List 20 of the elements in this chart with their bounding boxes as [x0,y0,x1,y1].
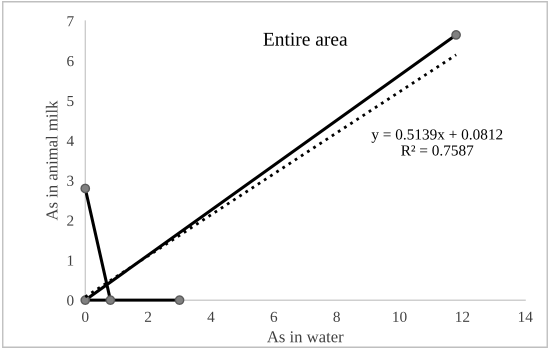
x-tick-label: 8 [333,312,340,322]
x-tick-label: 2 [144,312,152,322]
annotation: y = 0.5139x + 0.0812 R² = 0.7587 [372,129,502,156]
x-tick-label: 0 [82,312,88,322]
y-tick-label: 3 [67,176,74,186]
x-tick-label: 12 [456,312,470,322]
y-tick-label: 2 [67,216,74,226]
y-tick-label: 5 [67,96,74,106]
x-tick-label: 6 [270,312,278,322]
y-tick-label: 6 [67,56,74,66]
x-tick-label: 4 [207,312,215,322]
y-tick-label: 0 [67,295,74,306]
y-tick-label: 7 [68,16,74,26]
y-axis-title: As in animal milk [46,100,58,220]
y-tick-label: 4 [66,136,74,146]
x-axis-title: As in water [266,331,344,342]
y-tick-label: 1 [68,255,74,266]
x-tick-label: 10 [393,312,407,322]
chart-title: Entire area [263,32,348,46]
x-tick-label: 14 [518,312,533,322]
